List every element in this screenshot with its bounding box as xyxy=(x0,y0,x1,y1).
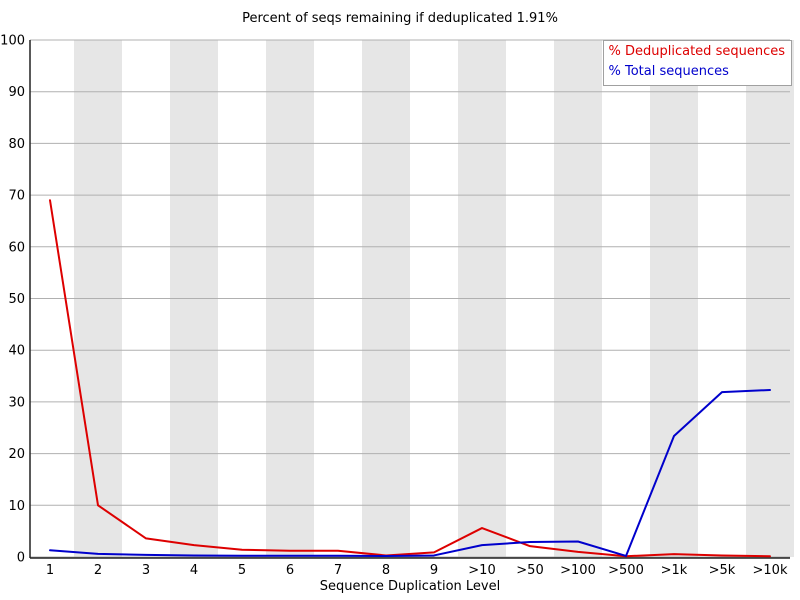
series-line-1 xyxy=(49,389,771,557)
x-tick-label: >1k xyxy=(661,563,688,578)
x-tick-label: >100 xyxy=(560,563,596,578)
x-tick-label: 8 xyxy=(382,563,390,578)
x-tick-label: >10 xyxy=(468,563,495,578)
x-tick-label: 2 xyxy=(94,563,102,578)
y-tick-label: 80 xyxy=(8,137,25,152)
x-tick-label: >5k xyxy=(709,563,736,578)
x-tick-label: 7 xyxy=(334,563,342,578)
y-tick-label: 50 xyxy=(8,292,25,307)
x-tick-label: 6 xyxy=(286,563,294,578)
y-tick-label: 100 xyxy=(0,34,25,49)
x-tick-label: >500 xyxy=(608,563,644,578)
legend-label-deduplicated: % Deduplicated sequences xyxy=(608,44,785,59)
x-tick-label: 5 xyxy=(238,563,246,578)
legend-item-total-sequences: % Total sequences xyxy=(609,62,785,82)
legend-item-deduplicated-sequences: % Deduplicated sequences xyxy=(609,42,785,62)
y-tick-label: 70 xyxy=(8,189,25,204)
y-tick-label: 30 xyxy=(8,395,25,410)
chart-title: Percent of seqs remaining if deduplicate… xyxy=(242,11,558,26)
x-tick-label: >50 xyxy=(516,563,543,578)
x-tick-label: 9 xyxy=(430,563,438,578)
x-tick-label: >10k xyxy=(753,563,788,578)
y-tick-label: 20 xyxy=(8,447,25,462)
x-axis-label: Sequence Duplication Level xyxy=(319,579,501,594)
legend: % Deduplicated sequences % Total sequenc… xyxy=(602,40,792,86)
x-tick-label: 4 xyxy=(190,563,198,578)
y-tick-label: 40 xyxy=(8,344,25,359)
y-tick-label: 90 xyxy=(8,85,25,100)
x-tick-label: 3 xyxy=(142,563,150,578)
x-tick-label: 1 xyxy=(46,563,54,578)
y-tick-label: 10 xyxy=(8,499,25,514)
y-tick-label: 0 xyxy=(17,551,25,566)
y-tick-label: 60 xyxy=(8,240,25,255)
series-line-0 xyxy=(49,199,771,558)
legend-label-total: % Total sequences xyxy=(608,64,729,79)
